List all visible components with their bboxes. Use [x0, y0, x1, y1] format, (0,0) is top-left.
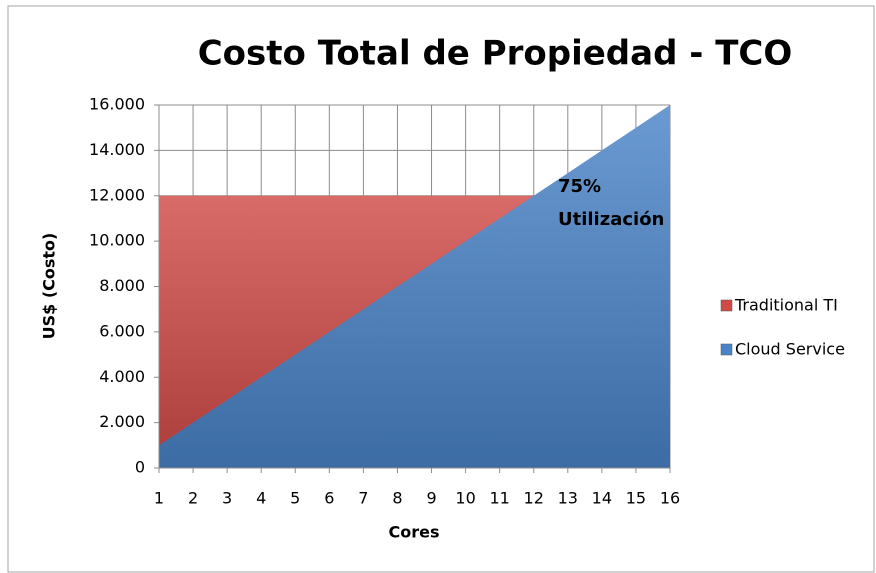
y-tick-label: 4.000 [99, 367, 145, 386]
x-tick-label: 16 [660, 489, 680, 508]
y-axis-label: US$ (Costo) [40, 233, 59, 340]
x-tick-label: 13 [558, 489, 578, 508]
x-tick-label: 11 [489, 489, 509, 508]
x-tick-label: 14 [592, 489, 612, 508]
legend-label: Cloud Service [735, 340, 845, 359]
x-tick-label: 8 [392, 489, 402, 508]
y-tick-label: 8.000 [99, 276, 145, 295]
legend-label: Traditional TI [734, 296, 838, 315]
x-tick-label: 15 [626, 489, 646, 508]
x-tick-label: 9 [426, 489, 436, 508]
y-tick-label: 0 [135, 458, 145, 477]
x-tick-label: 4 [256, 489, 266, 508]
legend-swatch [720, 343, 733, 356]
annotation: Utilización [558, 209, 664, 230]
x-tick-label: 3 [222, 489, 232, 508]
x-tick-label: 1 [154, 489, 164, 508]
x-tick-label: 12 [524, 489, 544, 508]
x-tick-label: 7 [358, 489, 368, 508]
y-tick-label: 6.000 [99, 321, 145, 340]
x-tick-label: 5 [290, 489, 300, 508]
legend-swatch [720, 299, 733, 312]
y-tick-label: 2.000 [99, 412, 145, 431]
x-tick-label: 2 [188, 489, 198, 508]
chart-title: Costo Total de Propiedad - TCO [198, 34, 793, 74]
y-tick-label: 16.000 [89, 95, 145, 114]
annotation: 75% [558, 176, 601, 197]
y-tick-label: 12.000 [89, 185, 145, 204]
x-axis-label: Cores [389, 523, 440, 542]
x-tick-label: 6 [324, 489, 334, 508]
x-tick-label: 10 [455, 489, 475, 508]
area-shade [159, 105, 670, 468]
y-tick-label: 10.000 [89, 231, 145, 250]
y-tick-label: 14.000 [89, 140, 145, 159]
